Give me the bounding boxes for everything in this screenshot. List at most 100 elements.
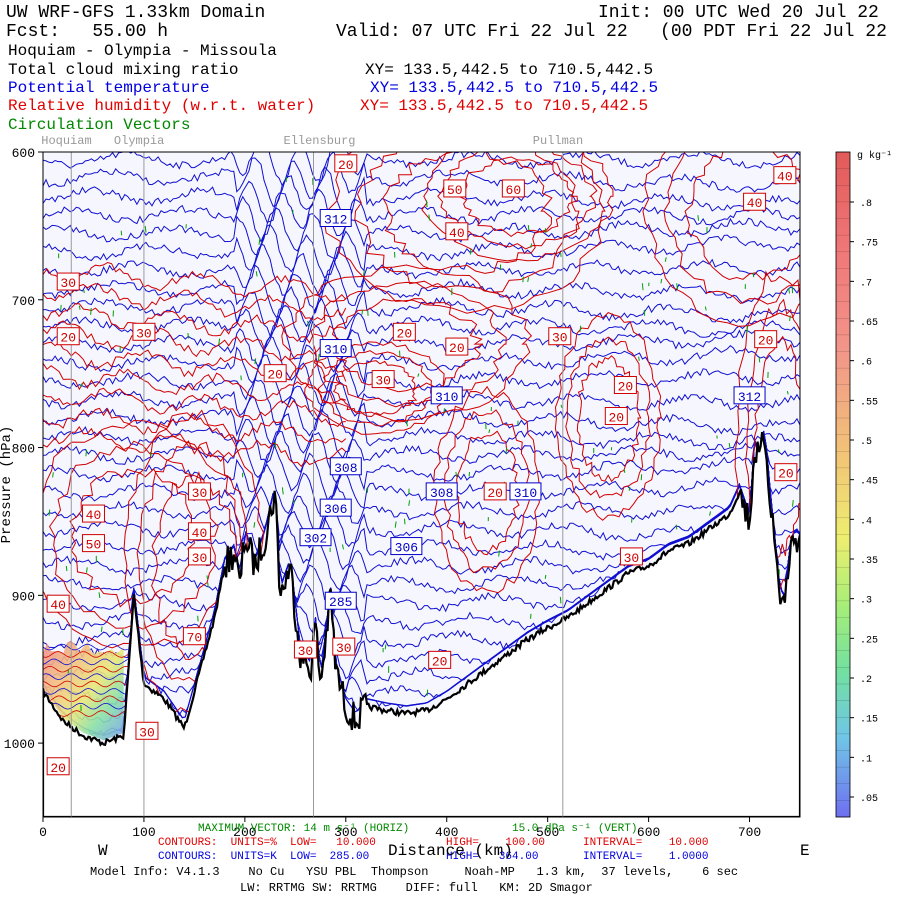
colorbar — [835, 151, 851, 818]
theta-contour — [43, 433, 800, 518]
wind-vector — [361, 309, 363, 315]
theta-label-box — [324, 591, 357, 610]
x-tick-label: 100 — [132, 825, 155, 840]
colorbar-label: .5 — [860, 437, 872, 448]
rh-label-box — [613, 375, 637, 394]
wind-vector — [628, 486, 631, 491]
theta-contour — [43, 166, 800, 223]
wind-vector — [83, 289, 85, 294]
wind-vector — [281, 487, 284, 495]
rh-contour — [437, 152, 598, 250]
rh-label: 30 — [60, 276, 76, 291]
rh-label: 20 — [487, 486, 503, 501]
model-info-physics: LW: RRTMG SW: RRTMG DIFF: full KM: 2D Sm… — [240, 881, 593, 895]
rh-contour — [576, 355, 642, 483]
rh-contour — [43, 320, 347, 362]
surface-contour — [43, 658, 129, 666]
wind-vector — [425, 200, 428, 208]
theta-contour-interval: INTERVAL= 1.0000 — [583, 851, 709, 863]
colorbar-label: .4 — [860, 516, 872, 527]
rh-label: 20 — [608, 411, 624, 426]
rh-label-box — [445, 337, 469, 356]
theta-label: 306 — [324, 502, 347, 517]
wind-vector — [623, 468, 626, 473]
x-tick-label: 700 — [738, 825, 761, 840]
rh-label-box — [46, 594, 70, 613]
rh-label-box — [548, 327, 572, 346]
theta-contour — [43, 389, 800, 446]
init-time: Init: 00 UTC Wed 20 Jul 22 — [598, 3, 879, 23]
rh-contour — [565, 336, 651, 499]
rh-contour — [323, 152, 606, 314]
cloud-mixing-ratio-shading — [43, 640, 129, 741]
wind-vector — [80, 383, 83, 388]
rh-label: 50 — [86, 538, 102, 553]
theta-label: 285 — [329, 595, 352, 610]
rh-contour — [49, 440, 219, 630]
theta-contour — [43, 372, 800, 426]
rh-label-box — [334, 154, 358, 173]
rh-contour — [43, 283, 347, 321]
rh-label: 30 — [375, 374, 391, 389]
rh-contour-interval: INTERVAL= 10.000 — [583, 837, 709, 849]
contour-layer — [43, 152, 800, 736]
valid-time: Valid: 07 UTC Fri 22 Jul 22 (00 PDT Fri … — [336, 22, 900, 42]
wind-vector — [86, 567, 88, 573]
wind-vector — [468, 472, 471, 477]
rh-label: 40 — [449, 226, 465, 241]
wind-vector — [341, 544, 344, 550]
field-theta: Potential temperature — [8, 79, 210, 97]
x-axis-label: Distance (km) — [388, 842, 513, 860]
wind-vector — [255, 271, 258, 277]
y-tick-label: 800 — [12, 442, 35, 457]
rh-label-box — [445, 222, 469, 241]
west-label: W — [98, 842, 108, 860]
rh-contour — [43, 363, 346, 404]
x-tick-label: 500 — [536, 825, 559, 840]
rh-label: 30 — [136, 326, 152, 341]
wind-vector — [638, 356, 640, 361]
rh-label-box — [773, 166, 797, 185]
theta-label-box — [390, 537, 423, 556]
colorbar-label: .2 — [860, 675, 872, 686]
wind-vector — [522, 276, 524, 283]
surface-contour — [43, 673, 129, 681]
rh-label-box — [774, 463, 798, 482]
rh-contour — [43, 261, 347, 303]
surface-contour — [43, 643, 128, 651]
theta-label-box — [733, 386, 766, 405]
rh-label: 20 — [267, 368, 283, 383]
theta-label: 302 — [304, 532, 327, 547]
theta-contour — [43, 223, 800, 279]
y-tick-label: 700 — [12, 294, 35, 309]
theta-label-box — [299, 528, 332, 547]
wind-vector — [505, 447, 508, 454]
surface-contour — [43, 687, 128, 695]
east-label: E — [800, 842, 810, 860]
wind-vector — [697, 215, 700, 221]
place-label: Hoquiam — [41, 134, 91, 148]
wind-vector — [144, 225, 147, 233]
rh-label-box — [132, 322, 156, 341]
wind-vector — [218, 338, 221, 345]
colorbar-label: .8 — [860, 199, 872, 210]
x-tick-label: 0 — [39, 825, 47, 840]
rh-label-box — [428, 650, 452, 669]
wind-vector — [758, 357, 761, 363]
colorbar-units: g kg⁻¹ — [857, 150, 892, 162]
rh-label-box — [56, 272, 80, 291]
wind-vector — [362, 269, 365, 276]
wind-vector — [428, 214, 431, 221]
rh-label: 30 — [552, 331, 568, 346]
theta-contour — [43, 258, 800, 318]
rh-label: 20 — [432, 654, 448, 669]
wind-vector — [641, 283, 644, 291]
wind-vector — [579, 325, 582, 333]
theta-label-box — [319, 209, 352, 227]
wind-vector — [417, 373, 420, 377]
rh-label: 40 — [747, 196, 763, 211]
wind-vector — [90, 308, 92, 315]
rh-contour — [281, 264, 533, 422]
wind-vector — [258, 237, 261, 245]
wind-vector — [187, 333, 190, 339]
